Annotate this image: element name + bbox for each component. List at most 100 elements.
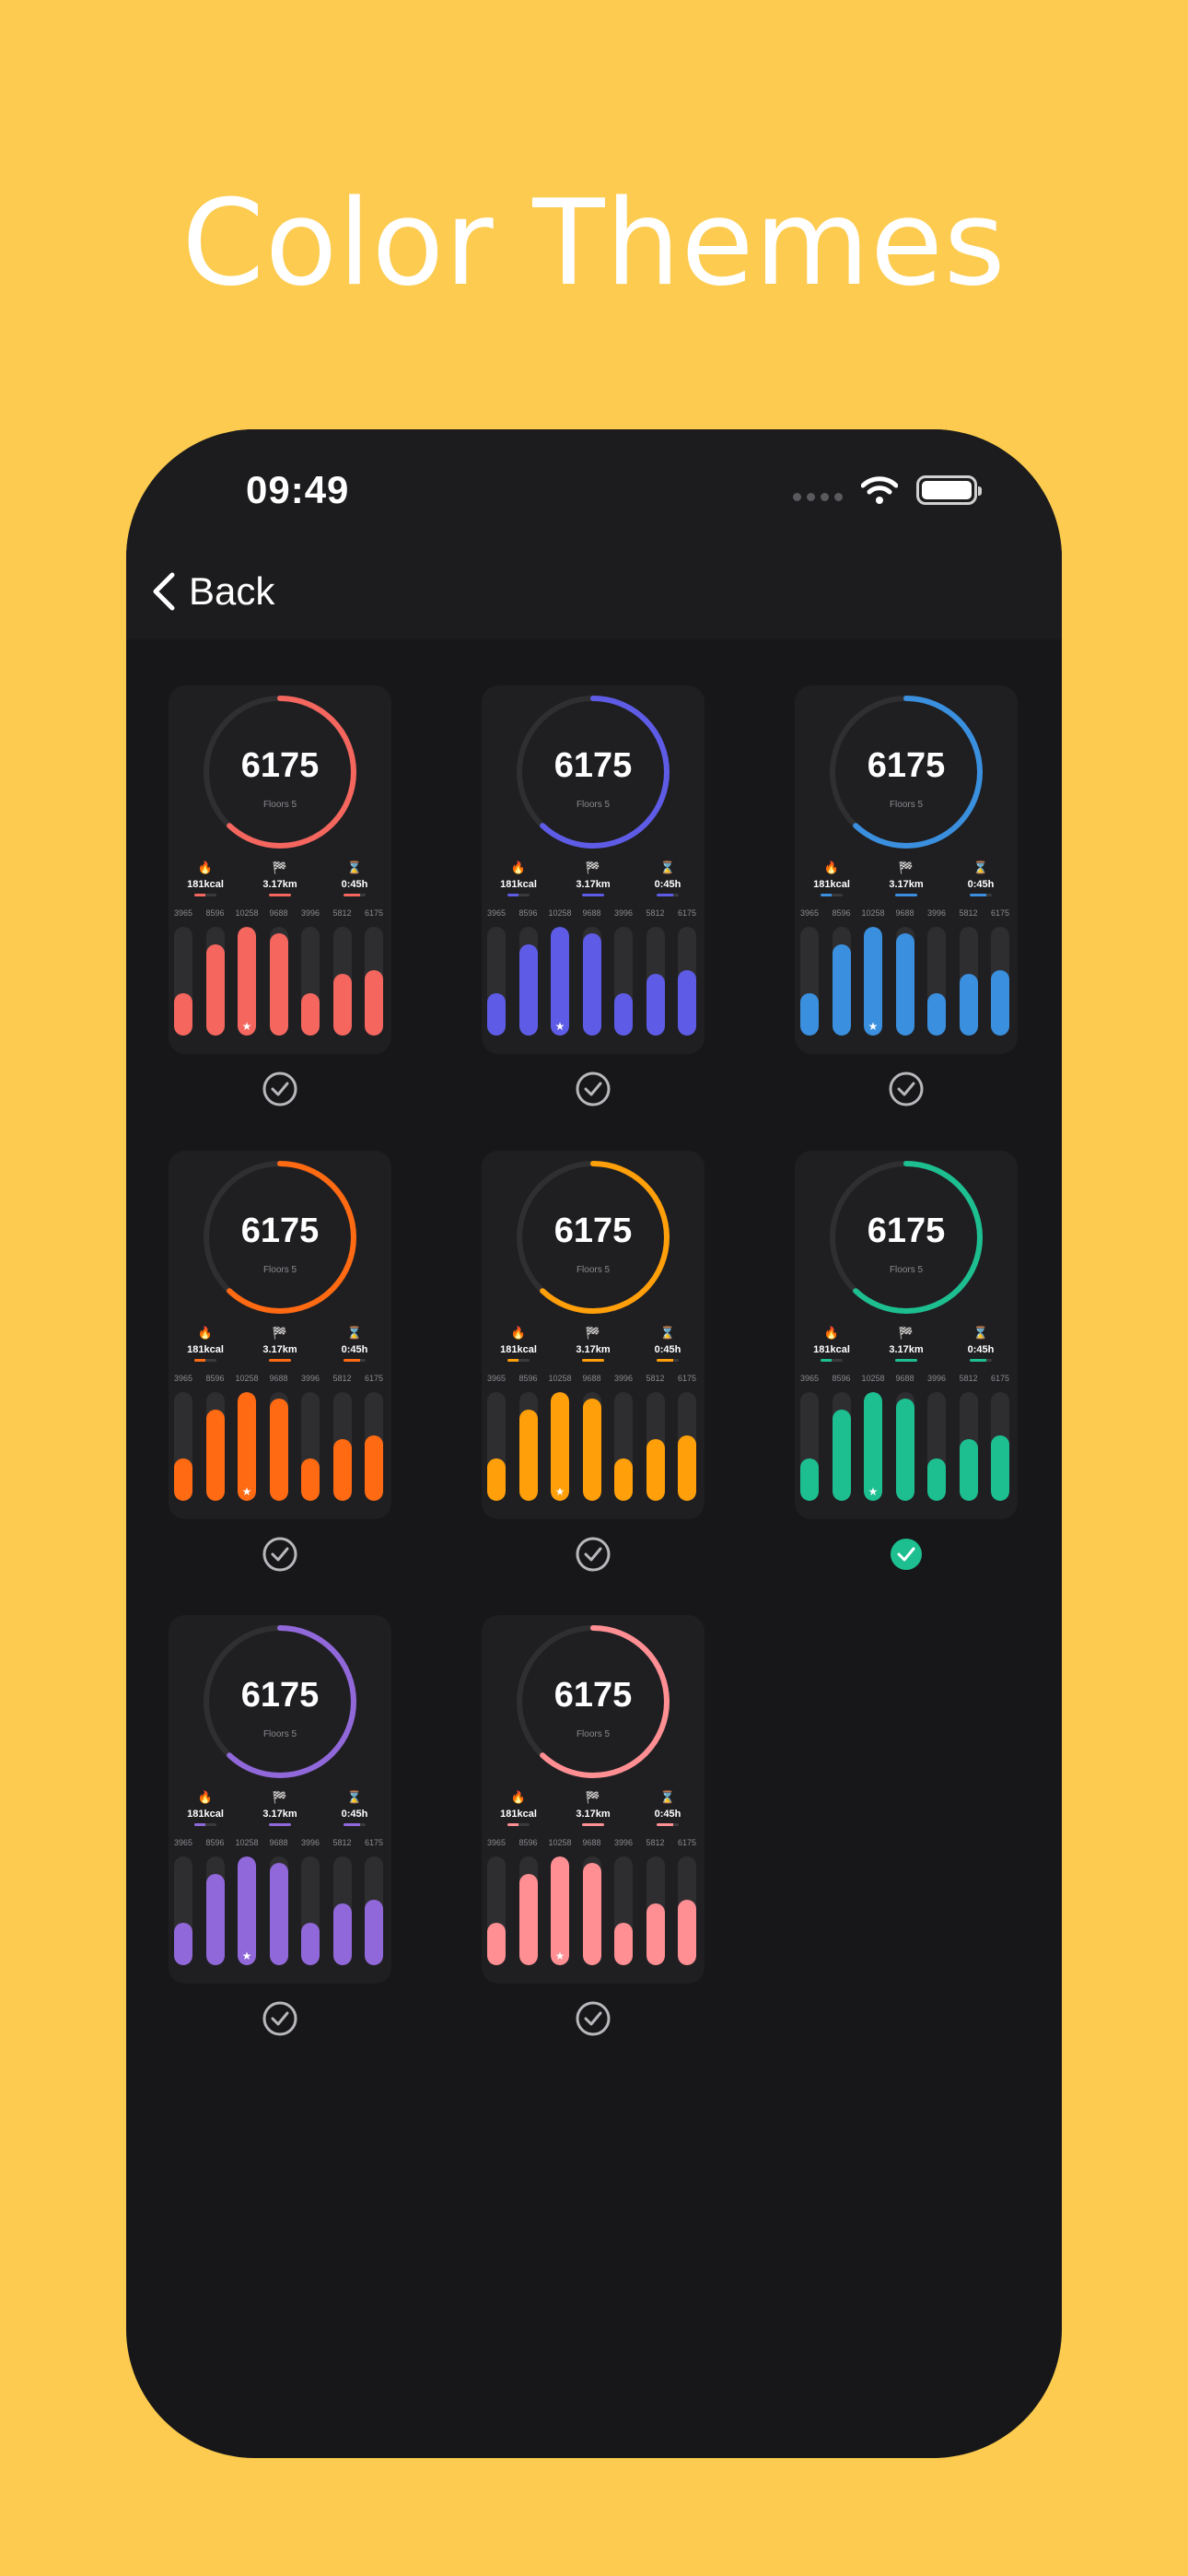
bar-track: ★ (551, 1856, 569, 1965)
wifi-icon (861, 476, 898, 504)
floors-label: Floors 5 (889, 1265, 924, 1275)
bar-track (301, 1856, 320, 1965)
flame-icon: 🔥 (510, 1326, 527, 1340)
bar-value-label: 3996 (926, 1374, 947, 1383)
bar-track (518, 927, 538, 1036)
bar-track (646, 1392, 665, 1501)
flame-icon: 🔥 (823, 1326, 840, 1340)
flag-icon: 🏁 (898, 861, 914, 874)
bar-track (365, 927, 383, 1036)
stat-bar (970, 894, 992, 896)
bar-value-label: 6175 (364, 1374, 384, 1383)
hourglass-icon: ⌛ (346, 1790, 363, 1804)
bar-fill (959, 974, 978, 1036)
stat-value: 181kcal (187, 1344, 224, 1355)
theme-card[interactable]: 6175 Floors 5 🔥 181kcal 🏁 3.17km ⌛ 0:45h 3965 859… (169, 1615, 391, 1984)
bar-track (646, 927, 665, 1036)
bar-fill (301, 1923, 320, 1965)
check-circle-icon[interactable] (575, 1536, 611, 1573)
bar-value-label: 9688 (582, 1374, 601, 1383)
battery-icon (916, 475, 982, 505)
bar-value-label: 6175 (990, 908, 1010, 918)
bar-track: ★ (238, 1392, 256, 1501)
theme-card[interactable]: 6175 Floors 5 🔥 181kcal 🏁 3.17km ⌛ 0:45h 3965 859… (482, 1615, 705, 1984)
bar-fill (205, 944, 225, 1036)
bar-fill (991, 970, 1009, 1036)
bar-value-label: 6175 (364, 1838, 384, 1847)
check-circle-icon[interactable] (262, 1536, 298, 1573)
steps-value: 6175 (240, 1212, 320, 1250)
stat-item: 🔥 181kcal (795, 861, 868, 896)
check-circle-icon[interactable] (262, 1071, 298, 1107)
theme-card[interactable]: 6175 Floors 5 🔥 181kcal 🏁 3.17km ⌛ 0:45h 3965 859… (795, 1151, 1018, 1519)
bar-fill (832, 1410, 851, 1501)
check-selected-icon[interactable] (888, 1536, 925, 1573)
progress-ring (204, 696, 356, 849)
stat-bar (582, 1823, 604, 1826)
bar-value-label: 6175 (677, 908, 697, 918)
bar-value-label: 5812 (332, 1838, 352, 1847)
flag-icon: 🏁 (898, 1326, 914, 1340)
bar-value-label: 3996 (300, 1838, 320, 1847)
check-circle-icon[interactable] (575, 2000, 611, 2037)
ring-progress (204, 1625, 356, 1778)
star-icon: ★ (241, 1485, 252, 1498)
check-circle-icon[interactable] (262, 2000, 298, 2037)
stat-item: ⌛ 0:45h (631, 1790, 705, 1826)
stat-value: 3.17km (262, 879, 297, 890)
flame-icon: 🔥 (823, 861, 840, 874)
theme-card[interactable]: 6175 Floors 5 🔥 181kcal 🏁 3.17km ⌛ 0:45h 3965 859… (482, 685, 705, 1054)
hourglass-icon: ⌛ (659, 861, 676, 874)
back-button[interactable]: Back (152, 569, 274, 614)
bar-track (582, 1856, 601, 1965)
bar-fill (365, 1435, 383, 1501)
stat-bar (657, 894, 679, 896)
chevron-left-icon (153, 572, 175, 611)
bar-track (800, 927, 819, 1036)
theme-card[interactable]: 6175 Floors 5 🔥 181kcal 🏁 3.17km ⌛ 0:45h 3965 859… (482, 1151, 705, 1519)
bar-value-label: 10258 (548, 1374, 572, 1383)
stat-item: 🏁 3.17km (869, 1326, 943, 1362)
check-circle-icon[interactable] (575, 1071, 611, 1107)
phone-frame: 09:49 Back 6175 Floors 5 🔥 181kcal 🏁 3.17km ⌛ 0… (126, 429, 1062, 2458)
bar-value-label: 5812 (646, 908, 665, 918)
theme-card[interactable]: 6175 Floors 5 🔥 181kcal 🏁 3.17km ⌛ 0:45h 3965 859… (169, 685, 391, 1054)
bar-track (487, 927, 506, 1036)
progress-ring (830, 696, 983, 849)
stat-value: 0:45h (654, 1344, 681, 1355)
hourglass-icon: ⌛ (659, 1790, 676, 1804)
bar-fill (864, 927, 882, 1036)
bar-value-label: 9688 (582, 908, 601, 918)
bar-value-label: 8596 (205, 1374, 225, 1383)
bar-fill (174, 1923, 192, 1965)
bar-fill (551, 927, 569, 1036)
flag-icon: 🏁 (272, 1326, 288, 1340)
progress-ring (204, 1161, 356, 1314)
stat-value: 3.17km (889, 1344, 924, 1355)
bar-fill (174, 993, 192, 1036)
bar-fill (301, 993, 320, 1036)
theme-card[interactable]: 6175 Floors 5 🔥 181kcal 🏁 3.17km ⌛ 0:45h 3965 859… (795, 685, 1018, 1054)
bar-track (269, 1856, 288, 1965)
floors-label: Floors 5 (576, 1729, 611, 1739)
stat-value: 0:45h (654, 1809, 681, 1820)
bar-track (614, 927, 633, 1036)
bar-value-label: 5812 (646, 1374, 665, 1383)
bar-track (518, 1392, 538, 1501)
stat-value: 181kcal (500, 879, 537, 890)
steps-value: 6175 (240, 1676, 320, 1715)
bar-value-label: 3965 (486, 1374, 507, 1383)
bar-value-label: 5812 (959, 908, 978, 918)
bar-track (301, 927, 320, 1036)
stat-item: 🔥 181kcal (169, 1790, 242, 1826)
bar-track (832, 927, 851, 1036)
stat-bar (821, 894, 843, 896)
bar-value-label: 9688 (582, 1838, 601, 1847)
check-circle-icon[interactable] (888, 1071, 925, 1107)
bar-value-label: 3965 (799, 908, 820, 918)
theme-card[interactable]: 6175 Floors 5 🔥 181kcal 🏁 3.17km ⌛ 0:45h 3965 859… (169, 1151, 391, 1519)
stat-item: 🏁 3.17km (556, 1326, 630, 1362)
signal-dots-icon (793, 492, 843, 501)
bar-value-label: 10258 (861, 908, 885, 918)
bar-value-label: 3996 (613, 908, 634, 918)
